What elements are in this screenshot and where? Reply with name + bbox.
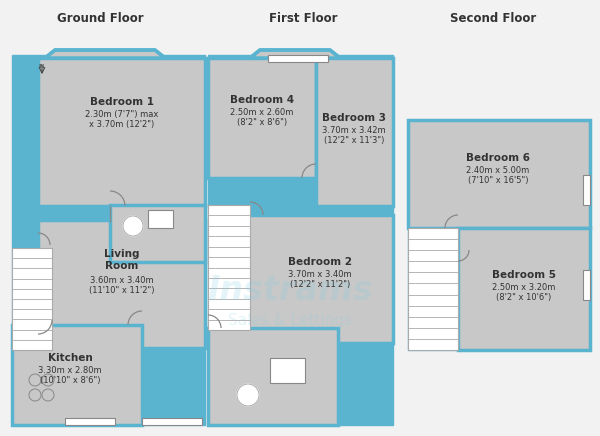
Bar xyxy=(110,205,205,262)
Bar xyxy=(208,55,393,425)
Text: (8'2" x 10'6"): (8'2" x 10'6") xyxy=(496,293,551,302)
Text: (7'10" x 16'5"): (7'10" x 16'5") xyxy=(468,176,528,184)
Bar xyxy=(38,58,205,206)
Text: First Floor: First Floor xyxy=(269,11,337,24)
Text: (8'2" x 8'6"): (8'2" x 8'6") xyxy=(237,117,287,126)
Circle shape xyxy=(237,384,259,406)
Bar xyxy=(268,55,328,62)
Text: Bedroom 1: Bedroom 1 xyxy=(90,97,154,107)
Bar xyxy=(142,418,202,425)
Bar xyxy=(208,205,250,330)
Text: Second Floor: Second Floor xyxy=(450,11,536,24)
Bar xyxy=(270,358,305,383)
Bar xyxy=(408,120,590,350)
Text: (12'2" x 11'3"): (12'2" x 11'3") xyxy=(324,136,384,144)
Text: (11'10" x 11'2"): (11'10" x 11'2") xyxy=(89,286,155,294)
Text: x 3.70m (12'2"): x 3.70m (12'2") xyxy=(89,119,155,129)
Bar xyxy=(316,58,393,206)
Text: (10'10" x 8'6"): (10'10" x 8'6") xyxy=(40,375,100,385)
Text: Bedroom 6: Bedroom 6 xyxy=(466,153,530,163)
Bar xyxy=(65,418,115,425)
Circle shape xyxy=(123,216,143,236)
Text: 3.70m x 3.40m: 3.70m x 3.40m xyxy=(288,269,352,279)
Text: (12'2" x 11'2"): (12'2" x 11'2") xyxy=(290,279,350,289)
Bar xyxy=(408,120,590,228)
Text: Bedroom 2: Bedroom 2 xyxy=(288,257,352,267)
Text: Bedroom 5: Bedroom 5 xyxy=(492,270,556,280)
Bar xyxy=(38,220,205,348)
Bar xyxy=(408,228,458,350)
Text: 2.30m (7'7") max: 2.30m (7'7") max xyxy=(85,109,158,119)
Text: Ground Floor: Ground Floor xyxy=(56,11,143,24)
Text: Living
Room: Living Room xyxy=(104,249,140,271)
Bar xyxy=(458,228,590,350)
Bar xyxy=(208,328,338,425)
Text: 3.60m x 3.40m: 3.60m x 3.40m xyxy=(90,276,154,285)
Bar xyxy=(248,215,393,343)
Text: Kitchen: Kitchen xyxy=(47,353,92,363)
Bar xyxy=(583,270,590,300)
Text: Bedroom 3: Bedroom 3 xyxy=(322,113,386,123)
Bar xyxy=(12,248,52,350)
Text: Instrams: Instrams xyxy=(207,273,373,307)
Text: 2.50m x 2.60m: 2.50m x 2.60m xyxy=(230,108,293,116)
Bar xyxy=(583,175,590,205)
Bar xyxy=(12,325,142,425)
Text: 3.30m x 2.80m: 3.30m x 2.80m xyxy=(38,365,102,375)
Text: 2.40m x 5.00m: 2.40m x 5.00m xyxy=(466,166,530,174)
Text: Sales & Lettings: Sales & Lettings xyxy=(228,313,352,327)
Polygon shape xyxy=(45,50,165,58)
Bar xyxy=(148,210,173,228)
Text: IN: IN xyxy=(38,64,46,69)
Bar xyxy=(208,58,316,178)
Text: 2.50m x 3.20m: 2.50m x 3.20m xyxy=(493,283,556,292)
Bar xyxy=(12,55,205,425)
Text: 3.70m x 3.42m: 3.70m x 3.42m xyxy=(322,126,386,134)
Text: Bedroom 4: Bedroom 4 xyxy=(230,95,294,105)
Polygon shape xyxy=(250,50,340,58)
